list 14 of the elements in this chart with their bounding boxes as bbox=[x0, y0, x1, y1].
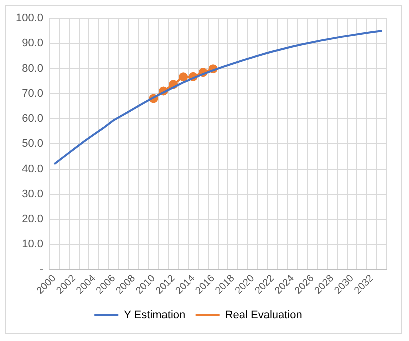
point bbox=[179, 72, 188, 82]
legend-label: Real Evaluation bbox=[225, 310, 302, 322]
y-tick-label: 60.0 bbox=[22, 113, 44, 126]
y-tick-label: 40.0 bbox=[22, 163, 44, 176]
y-tick-label: 30.0 bbox=[22, 188, 44, 200]
y-tick-label: 50.0 bbox=[22, 138, 44, 150]
y-tick-label: - bbox=[40, 264, 44, 276]
y-tick-label: 20.0 bbox=[22, 214, 44, 226]
legend-label: Y Estimation bbox=[124, 310, 186, 322]
y-tick-label: 10.0 bbox=[22, 238, 44, 251]
y-tick-label: 70.0 bbox=[22, 88, 44, 100]
y-tick-label: 80.0 bbox=[22, 62, 44, 75]
y-tick-label: 90.0 bbox=[22, 38, 44, 50]
y-tick-label: 100.0 bbox=[16, 12, 44, 25]
